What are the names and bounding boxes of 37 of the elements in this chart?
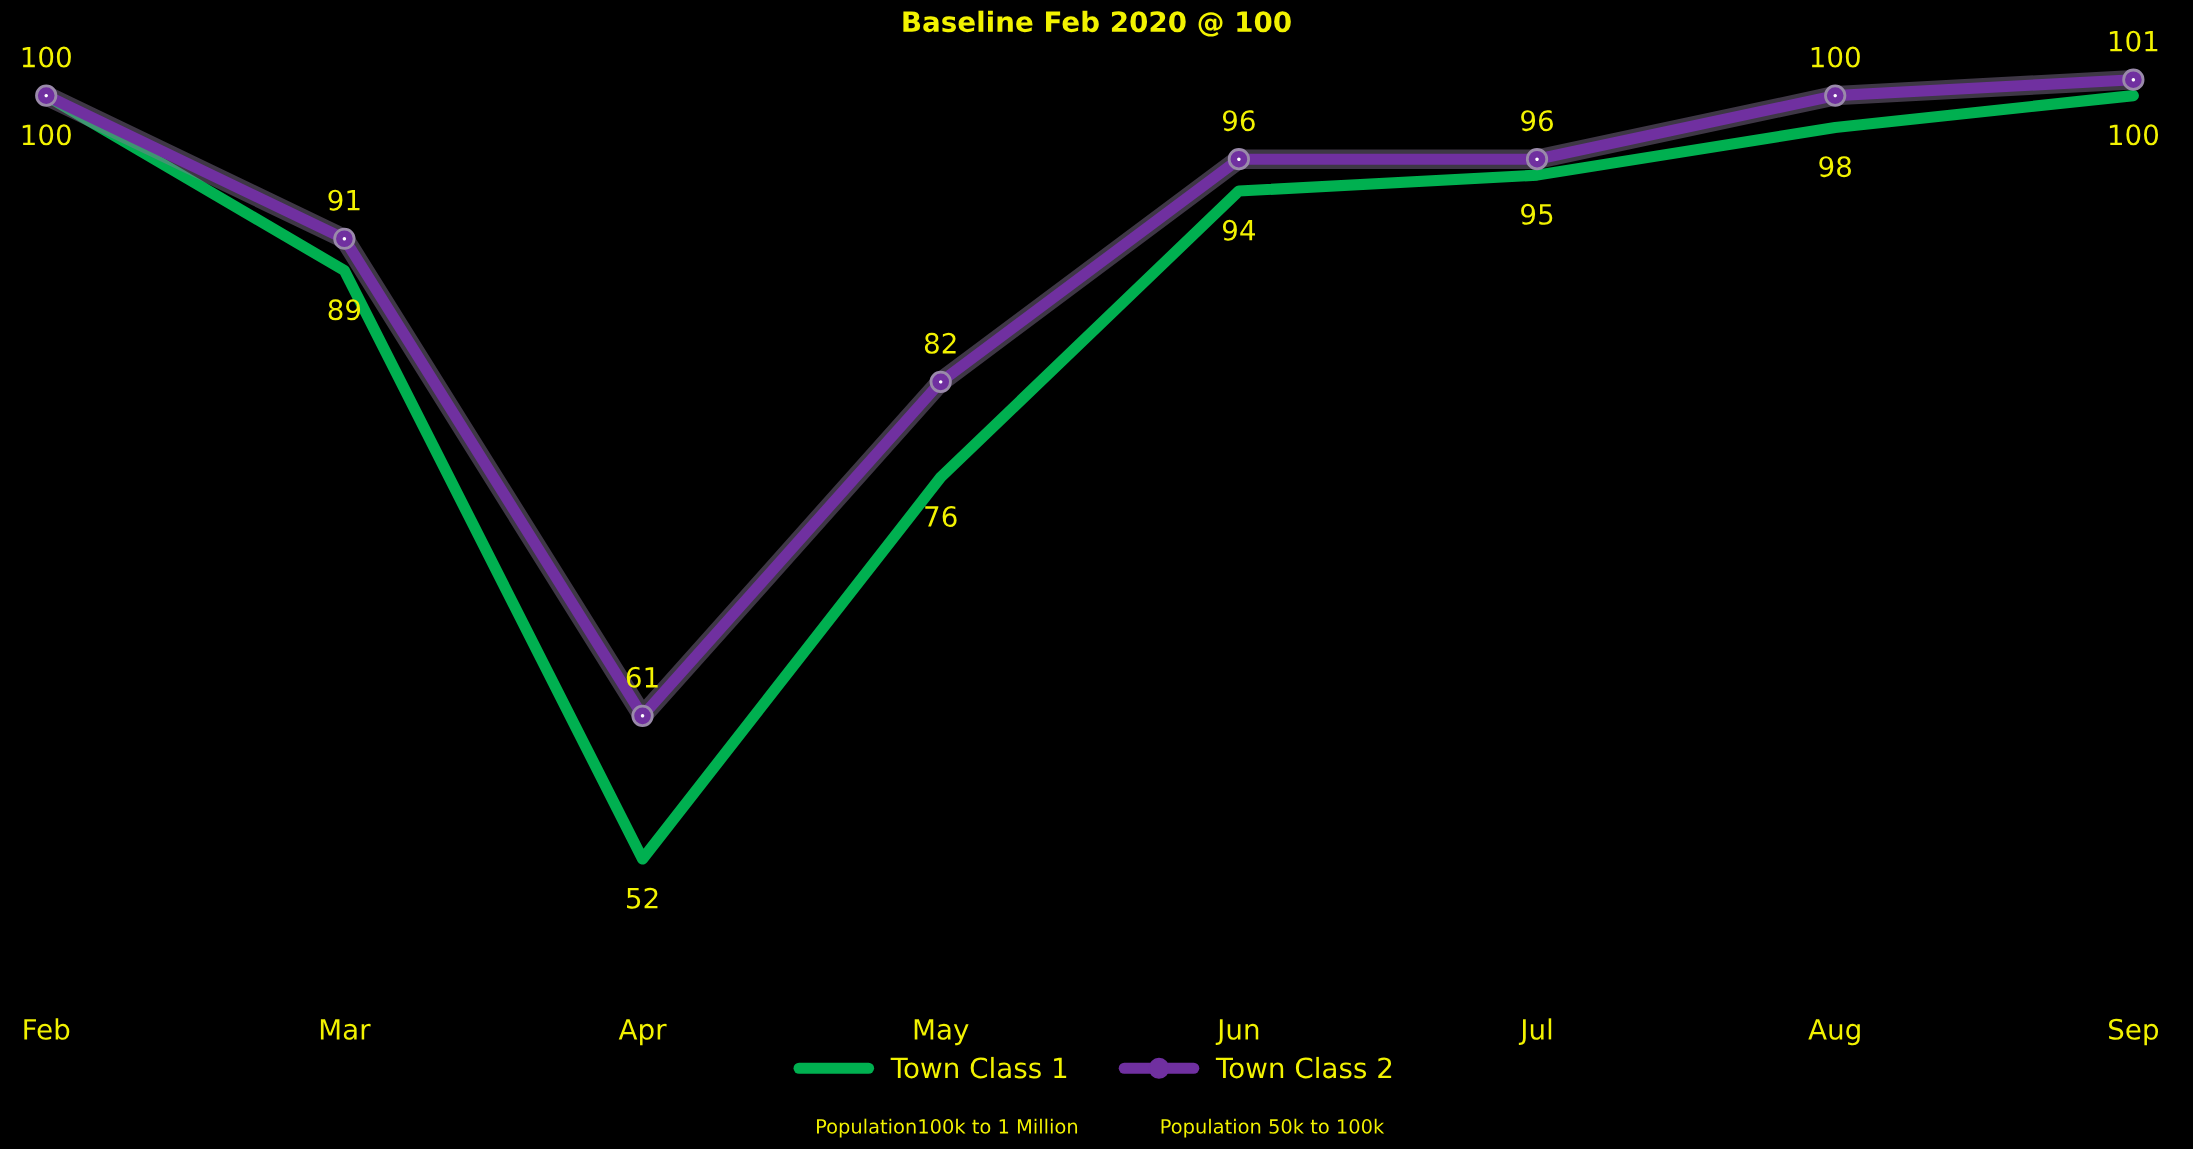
x-tick-label: Mar: [320, 1019, 371, 1040]
point: [2122, 68, 2145, 91]
data-label: 100: [1811, 46, 1860, 68]
data-label: 96: [1521, 110, 1553, 132]
text: Population 50k to 100k: [1161, 1118, 1385, 1138]
x-tick-label: Feb: [24, 1018, 70, 1040]
data-label: 100: [22, 124, 71, 146]
chart-title: Baseline Feb 2020 @ 100: [903, 10, 1291, 37]
text: Population100k to 1 Million: [817, 1118, 1078, 1138]
data-label: 91: [328, 189, 360, 211]
point: [1824, 84, 1847, 107]
data-label: 82: [924, 332, 956, 354]
x-tick-label: May: [914, 1019, 969, 1046]
point: [1227, 148, 1250, 171]
data-label: 100: [22, 46, 71, 68]
data-label: 100: [2109, 124, 2159, 146]
x-tick-label: Aug: [1808, 1019, 1860, 1046]
data-label: 101: [2109, 30, 2158, 52]
point: [1525, 148, 1549, 171]
point: [929, 370, 952, 393]
data-label: 76: [925, 506, 957, 528]
x-tick-label: Jun: [1215, 1019, 1259, 1045]
point: [631, 704, 654, 727]
data-label: 52: [627, 887, 658, 909]
legend-label: Town Class 1: [890, 1056, 1067, 1079]
x-tick-label: Jul: [1518, 1018, 1552, 1045]
data-label: 96: [1222, 110, 1255, 132]
legend-label: Town Class 2: [1215, 1056, 1392, 1079]
data-label: 89: [328, 299, 361, 321]
data-label: 98: [1819, 156, 1851, 178]
point: [333, 227, 356, 250]
data-label: 61: [626, 666, 658, 688]
x-tick-label: Apr: [618, 1019, 667, 1046]
data-label: 94: [1222, 219, 1255, 241]
data-label: 95: [1521, 203, 1553, 225]
x-tick-label: Sep: [2109, 1018, 2159, 1046]
point: [35, 84, 58, 107]
